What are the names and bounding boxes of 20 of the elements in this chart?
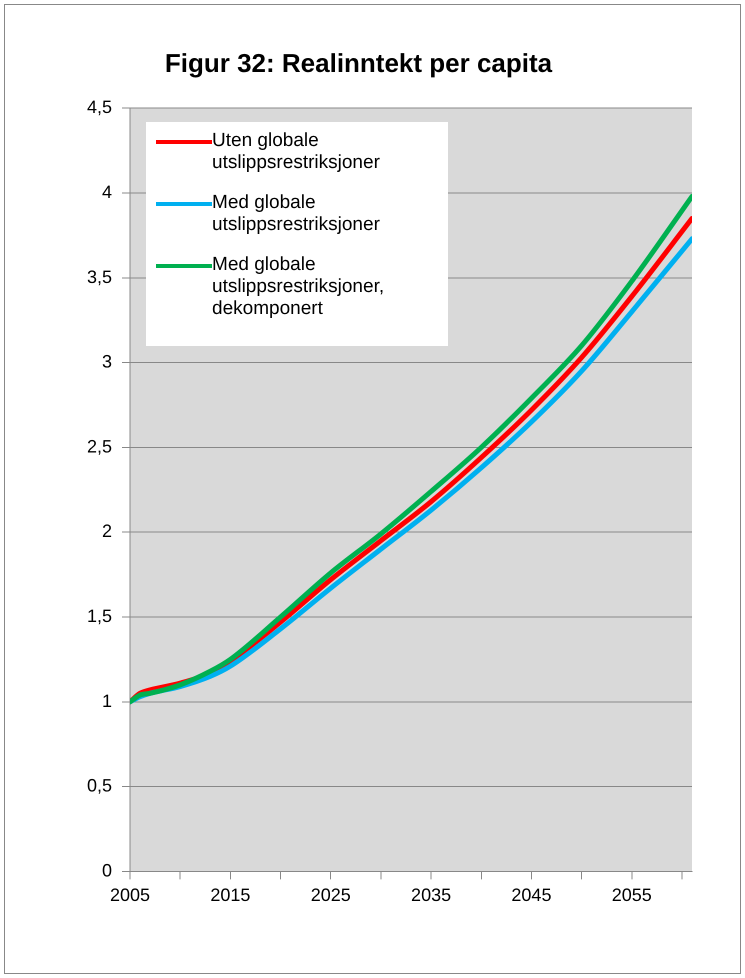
legend-label: Uten globale utslippsrestriksjoner — [212, 130, 381, 174]
x-tick-label: 2025 — [310, 885, 351, 906]
y-tick-label: 3,5 — [86, 266, 112, 287]
y-tick-label: 2 — [102, 521, 112, 542]
legend-label: Med globale utslippsrestriksjoner — [212, 192, 381, 236]
y-tick-label: 4 — [102, 182, 112, 202]
y-tick-label: 0,5 — [86, 776, 112, 796]
y-tick-label: 0 — [102, 860, 112, 880]
x-tick-label: 2055 — [612, 885, 652, 906]
y-tick-label: 4,5 — [86, 97, 112, 118]
chart-title: Figur 32: Realinntekt per capita — [164, 48, 553, 78]
y-tick-label: 3 — [102, 352, 112, 372]
y-tick-label: 1 — [102, 690, 112, 711]
legend-label: Med globale utslippsrestriksjoner, dekomponert — [212, 254, 386, 320]
x-tick-label: 2015 — [210, 885, 250, 906]
y-tick-label: 1,5 — [86, 606, 112, 626]
x-tick-label: 2035 — [411, 885, 452, 906]
x-tick-label: 2045 — [511, 885, 552, 906]
y-tick-label: 2,5 — [86, 436, 112, 456]
x-tick-label: 2005 — [110, 885, 150, 906]
